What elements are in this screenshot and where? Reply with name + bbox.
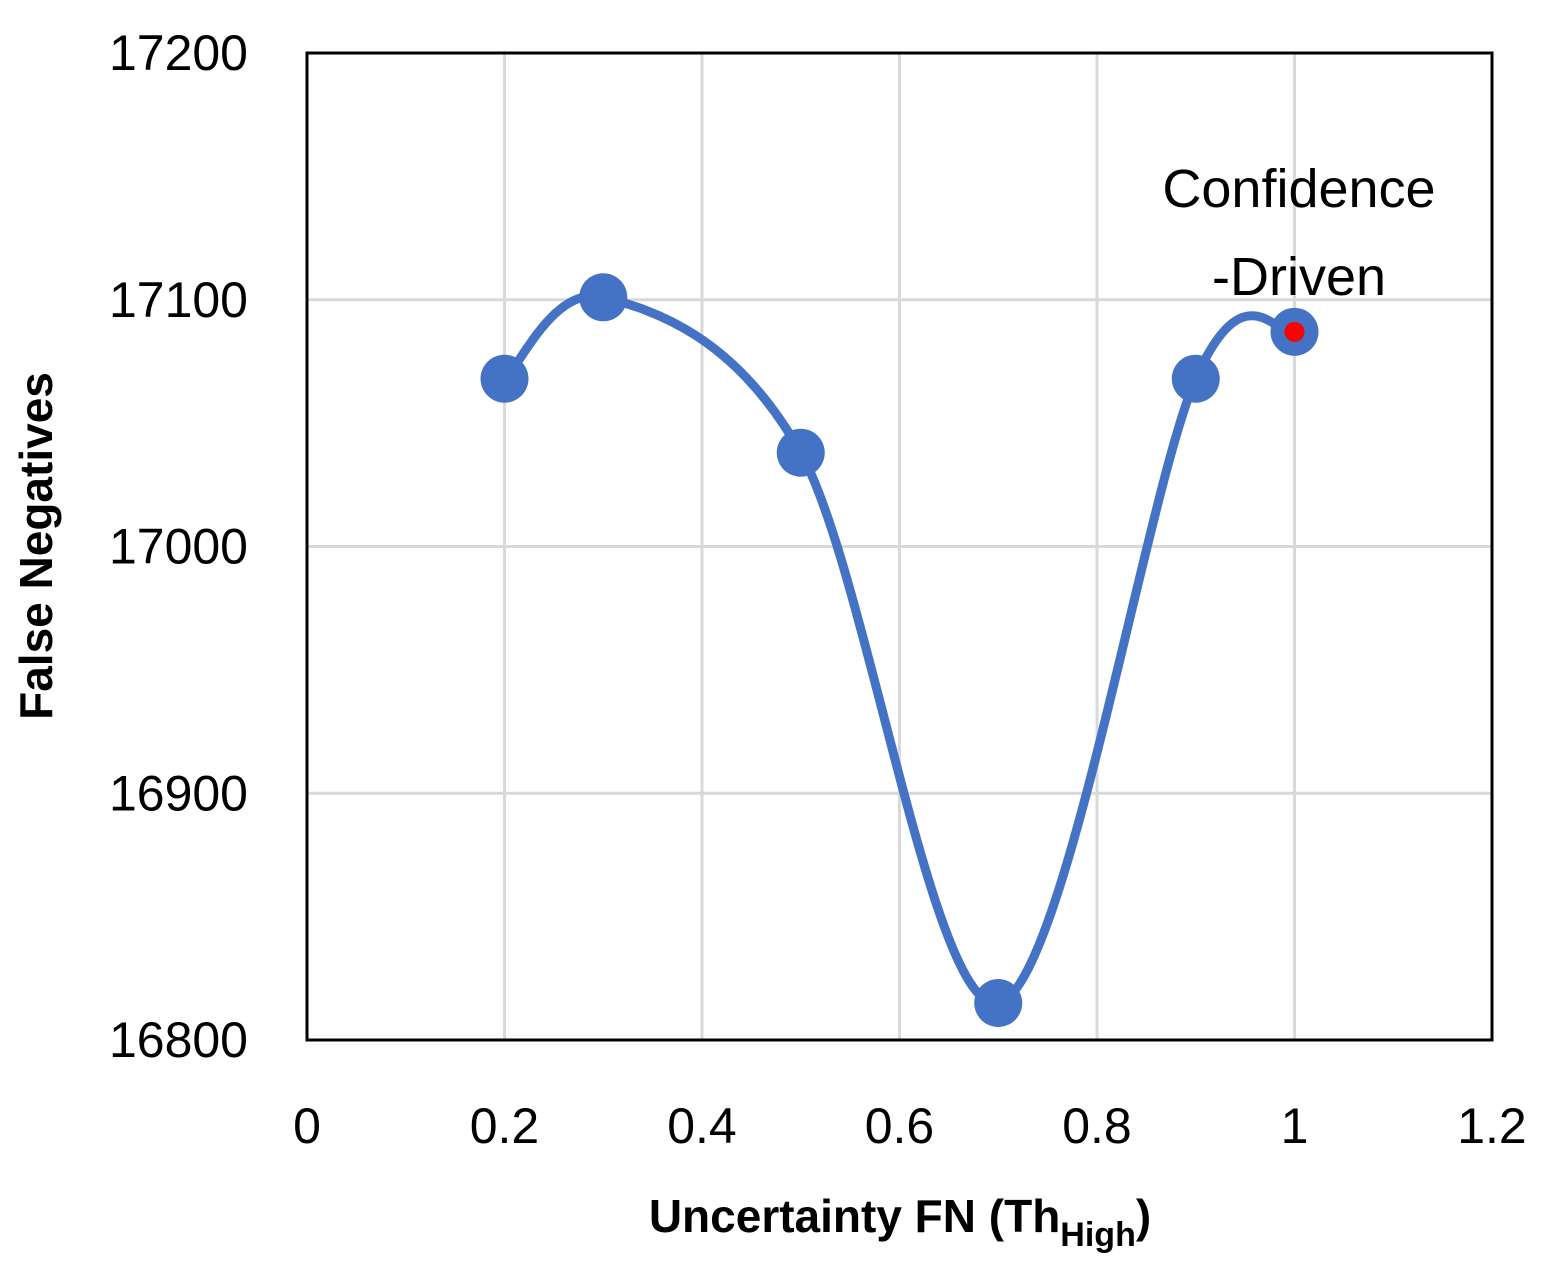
annotation-line-2: -Driven bbox=[1212, 247, 1386, 307]
x-tick-label: 1 bbox=[1281, 1098, 1309, 1154]
y-tick-label: 17200 bbox=[109, 25, 248, 81]
data-point bbox=[579, 273, 628, 322]
y-tick-label: 17000 bbox=[109, 519, 248, 575]
y-tick-label: 16900 bbox=[109, 765, 248, 821]
x-axis-title-subscript: High bbox=[1060, 1216, 1136, 1254]
x-axis-title-main: Uncertainty FN (Th bbox=[649, 1190, 1060, 1242]
x-tick-label: 0.6 bbox=[865, 1098, 935, 1154]
data-point bbox=[480, 354, 529, 403]
y-axis-title: False Negatives bbox=[10, 372, 62, 720]
x-tick-label: 0.2 bbox=[470, 1098, 540, 1154]
x-tick-label: 0 bbox=[293, 1098, 321, 1154]
y-tick-label: 16800 bbox=[109, 1012, 248, 1068]
annotation-line-1: Confidence bbox=[1162, 159, 1435, 219]
y-tick-labels: 16800 16900 17000 17100 17200 bbox=[109, 25, 248, 1068]
data-point bbox=[1171, 354, 1220, 403]
highlight-point bbox=[1284, 321, 1305, 342]
x-tick-label: 0.4 bbox=[667, 1098, 737, 1154]
x-axis-title: Uncertainty FN (ThHigh) bbox=[649, 1190, 1151, 1254]
data-point bbox=[776, 428, 825, 477]
data-point bbox=[974, 978, 1023, 1027]
plot-frame bbox=[305, 51, 1494, 1042]
x-tick-labels: 0 0.2 0.4 0.6 0.8 1 1.2 bbox=[293, 1098, 1527, 1154]
y-tick-label: 17100 bbox=[109, 272, 248, 328]
x-tick-label: 0.8 bbox=[1062, 1098, 1132, 1154]
x-tick-label: 1.2 bbox=[1457, 1098, 1527, 1154]
x-axis-title-suffix: ) bbox=[1136, 1190, 1151, 1242]
